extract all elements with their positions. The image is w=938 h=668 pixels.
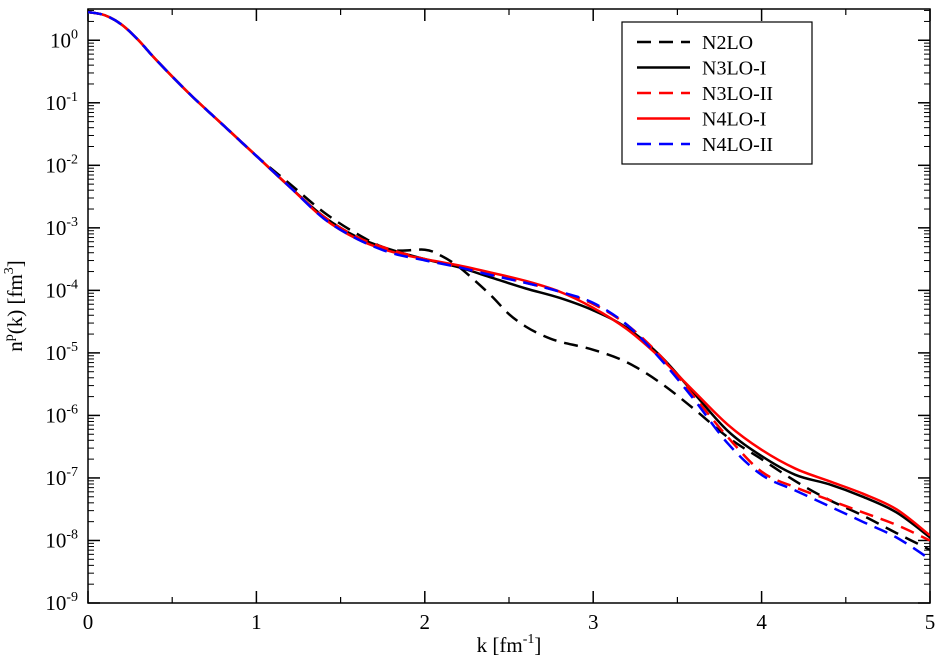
y-tick-label: 100 xyxy=(50,27,78,52)
y-tick-label: 10-7 xyxy=(45,465,78,490)
y-tick-label: 10-4 xyxy=(45,277,78,302)
y-tick-label: 10-1 xyxy=(45,90,78,115)
legend-label-n3lo-ii: N3LO-II xyxy=(702,83,773,105)
legend-box xyxy=(621,21,813,165)
y-tick-base: 10 xyxy=(45,591,66,615)
y-tick-label: 10-8 xyxy=(45,527,78,552)
x-axis-title: k [fm-1] xyxy=(477,632,542,657)
x-tick-label: 5 xyxy=(925,610,936,634)
y-tick-label: 10-6 xyxy=(45,402,78,427)
x-tick-label: 2 xyxy=(420,610,431,634)
series-line-n4lo-ii xyxy=(88,10,930,561)
y-tick-label: 10-2 xyxy=(45,152,78,177)
legend-label-n3lo-i: N3LO-I xyxy=(702,58,766,80)
y-tick-base: 10 xyxy=(45,91,66,115)
y-tick-exponent: -5 xyxy=(66,340,78,355)
x-tick-label: 1 xyxy=(251,610,262,634)
y-tick-base: 10 xyxy=(45,341,66,365)
y-tick-exponent: -2 xyxy=(66,152,78,167)
y-tick-exponent: -8 xyxy=(66,527,78,542)
y-tick-exponent: -3 xyxy=(66,215,78,230)
y-axis-title: np(k) [fm3] xyxy=(2,260,27,352)
series-group xyxy=(88,10,930,561)
y-tick-base: 10 xyxy=(45,466,66,490)
y-tick-exponent: -4 xyxy=(66,277,78,292)
y-tick-label: 10-9 xyxy=(45,590,78,615)
series-line-n4lo-i xyxy=(88,10,930,537)
y-tick-exponent: -9 xyxy=(66,590,78,605)
x-tick-label: 4 xyxy=(756,610,767,634)
legend-label-n4lo-i: N4LO-I xyxy=(702,109,766,131)
y-tick-base: 10 xyxy=(50,28,71,52)
y-tick-exponent: -1 xyxy=(66,90,78,105)
y-tick-base: 10 xyxy=(45,278,66,302)
legend-label-n4lo-ii: N4LO-II xyxy=(702,134,773,156)
series-line-n3lo-ii xyxy=(88,10,930,542)
y-tick-label: 10-3 xyxy=(45,215,78,240)
y-tick-exponent: -6 xyxy=(66,402,78,417)
y-tick-base: 10 xyxy=(45,528,66,552)
y-tick-base: 10 xyxy=(45,216,66,240)
y-tick-label: 10-5 xyxy=(45,340,78,365)
legend-label-n2lo: N2LO xyxy=(702,32,753,54)
y-tick-exponent: -7 xyxy=(66,465,78,480)
x-tick-label: 0 xyxy=(83,610,94,634)
y-tick-base: 10 xyxy=(45,403,66,427)
x-tick-label: 3 xyxy=(588,610,599,634)
y-tick-base: 10 xyxy=(45,153,66,177)
y-tick-exponent: 0 xyxy=(71,27,78,42)
